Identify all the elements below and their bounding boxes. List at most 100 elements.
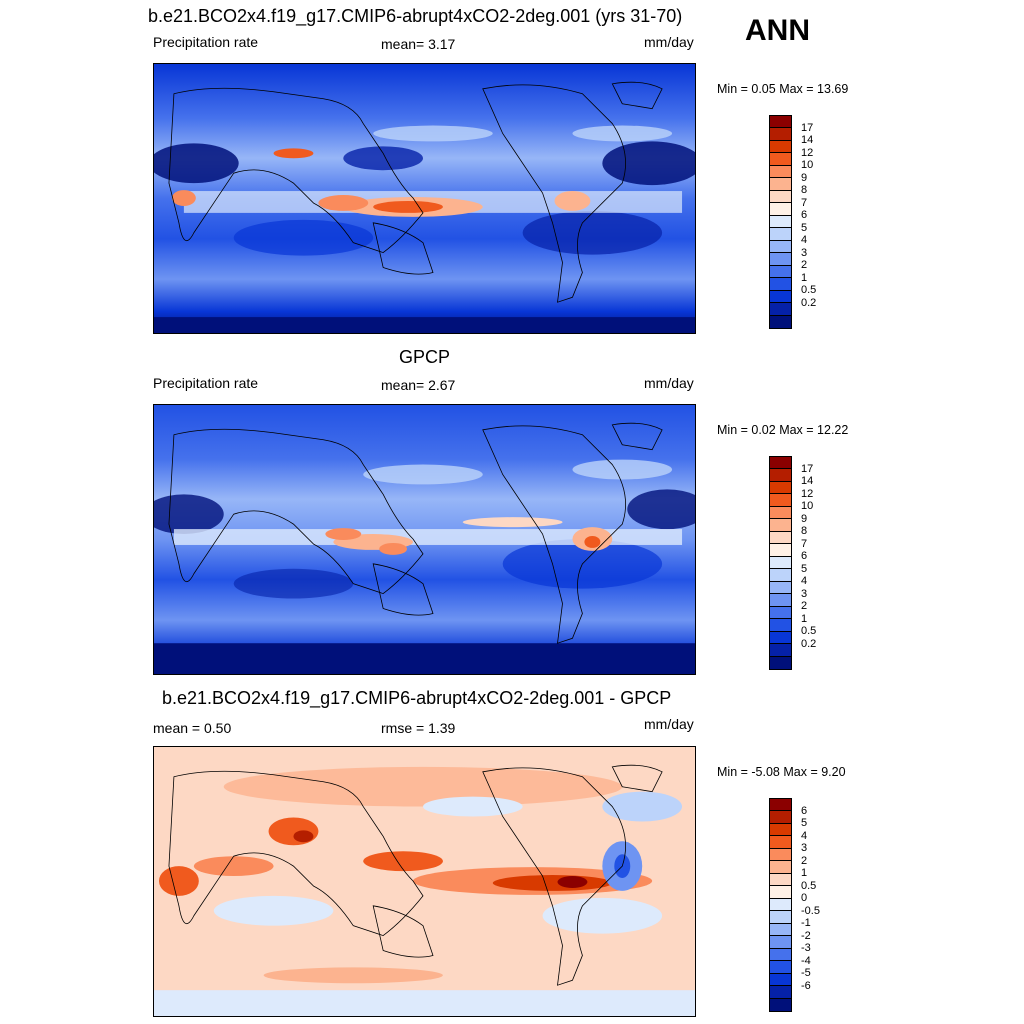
panel1-map	[153, 63, 696, 334]
panel1-minmax: Min = 0.05 Max = 13.69	[717, 82, 849, 96]
colorbar-swatch	[770, 861, 791, 874]
panel2-map	[153, 404, 696, 675]
panel2-map-plot	[154, 405, 695, 674]
colorbar-swatch	[770, 116, 791, 129]
colorbar-swatch	[770, 606, 791, 620]
colorbar-swatch	[770, 836, 791, 849]
panel2-left-label: Precipitation rate	[153, 375, 259, 391]
colorbar-swatch	[770, 128, 791, 141]
colorbar-swatch	[770, 457, 791, 470]
colorbar-swatch	[770, 973, 791, 987]
panel2-units: mm/day	[644, 375, 694, 391]
colorbar-tick-label: 0	[801, 892, 808, 905]
panel3-map	[153, 746, 696, 1017]
colorbar-tick-label: 2	[801, 600, 808, 613]
colorbar-tick-label: -6	[801, 979, 811, 992]
colorbar-tick-label: 17	[801, 121, 814, 134]
colorbar-tick-label: -4	[801, 954, 811, 967]
colorbar-swatch	[770, 315, 791, 328]
colorbar-swatch	[770, 290, 791, 304]
panel3-colorbar	[769, 798, 792, 1012]
colorbar-tick-label: -1	[801, 917, 811, 930]
colorbar-swatch	[770, 656, 791, 669]
colorbar-tick-label: 10	[801, 500, 814, 513]
colorbar-swatch	[770, 140, 791, 154]
colorbar-tick-label: 0.5	[801, 284, 817, 297]
colorbar-tick-label: 0.2	[801, 296, 817, 309]
colorbar-swatch	[770, 594, 791, 607]
colorbar-tick-label: 2	[801, 259, 808, 272]
colorbar-tick-label: 8	[801, 184, 808, 197]
colorbar-swatch	[770, 178, 791, 191]
colorbar-swatch	[770, 936, 791, 949]
colorbar-swatch	[770, 469, 791, 482]
colorbar-swatch	[770, 519, 791, 532]
colorbar-swatch	[770, 986, 791, 999]
colorbar-tick-label: 9	[801, 171, 808, 184]
colorbar-tick-label: 3	[801, 587, 808, 600]
colorbar-tick-label: 14	[801, 475, 814, 488]
colorbar-tick-label: -5	[801, 967, 811, 980]
colorbar-tick-label: 4	[801, 575, 808, 588]
colorbar-swatch	[770, 811, 791, 824]
colorbar-tick-label: 5	[801, 221, 808, 234]
colorbar-tick-label: 1	[801, 612, 808, 625]
colorbar-swatch	[770, 190, 791, 204]
colorbar-tick-label: 12	[801, 487, 814, 500]
colorbar-swatch	[770, 203, 791, 216]
colorbar-tick-label: -3	[801, 942, 811, 955]
colorbar-tick-label: 8	[801, 525, 808, 538]
colorbar-swatch	[770, 898, 791, 912]
panel2-minmax: Min = 0.02 Max = 12.22	[717, 423, 849, 437]
colorbar-swatch	[770, 873, 791, 887]
colorbar-swatch	[770, 631, 791, 645]
panel1-left-label: Precipitation rate	[153, 34, 259, 50]
colorbar-swatch	[770, 556, 791, 570]
season-label: ANN	[745, 14, 810, 47]
panel3-map-plot	[154, 747, 695, 1016]
colorbar-swatch	[770, 265, 791, 279]
panel2-mean: mean= 2.67	[381, 377, 456, 393]
panel3-units: mm/day	[644, 716, 694, 732]
colorbar-swatch	[770, 799, 791, 812]
colorbar-swatch	[770, 619, 791, 632]
panel2-colorbar	[769, 456, 792, 670]
colorbar-tick-label: 0.5	[801, 625, 817, 638]
colorbar-swatch	[770, 644, 791, 657]
colorbar-tick-label: 4	[801, 234, 808, 247]
colorbar-swatch	[770, 531, 791, 545]
colorbar-tick-label: 3	[801, 842, 808, 855]
panel3-rmse: rmse = 1.39	[381, 720, 456, 736]
colorbar-tick-label: 7	[801, 537, 808, 550]
colorbar-tick-label: -2	[801, 929, 811, 942]
colorbar-tick-label: 7	[801, 196, 808, 209]
colorbar-tick-label: 5	[801, 562, 808, 575]
colorbar-tick-label: 1	[801, 271, 808, 284]
colorbar-swatch	[770, 506, 791, 520]
colorbar-tick-label: 10	[801, 159, 814, 172]
colorbar-swatch	[770, 569, 791, 582]
colorbar-tick-label: 5	[801, 817, 808, 830]
colorbar-swatch	[770, 886, 791, 899]
colorbar-swatch	[770, 544, 791, 557]
colorbar-swatch	[770, 228, 791, 241]
colorbar-tick-label: 17	[801, 462, 814, 475]
panel3-title: b.e21.BCO2x4.f19_g17.CMIP6-abrupt4xCO2-2…	[162, 688, 672, 708]
colorbar-tick-label: 9	[801, 512, 808, 525]
colorbar-tick-label: 0.5	[801, 879, 817, 892]
colorbar-tick-label: 4	[801, 829, 808, 842]
panel1-map-plot	[154, 64, 695, 333]
colorbar-tick-label: 1	[801, 867, 808, 880]
colorbar-swatch	[770, 998, 791, 1011]
panel1-colorbar	[769, 115, 792, 329]
colorbar-swatch	[770, 240, 791, 254]
colorbar-swatch	[770, 823, 791, 837]
colorbar-swatch	[770, 481, 791, 495]
colorbar-tick-label: 6	[801, 550, 808, 563]
colorbar-tick-label: 0.2	[801, 637, 817, 650]
panel3-mean: mean = 0.50	[153, 720, 232, 736]
colorbar-swatch	[770, 153, 791, 166]
colorbar-tick-label: 6	[801, 209, 808, 222]
colorbar-tick-label: 3	[801, 246, 808, 259]
colorbar-swatch	[770, 923, 791, 937]
